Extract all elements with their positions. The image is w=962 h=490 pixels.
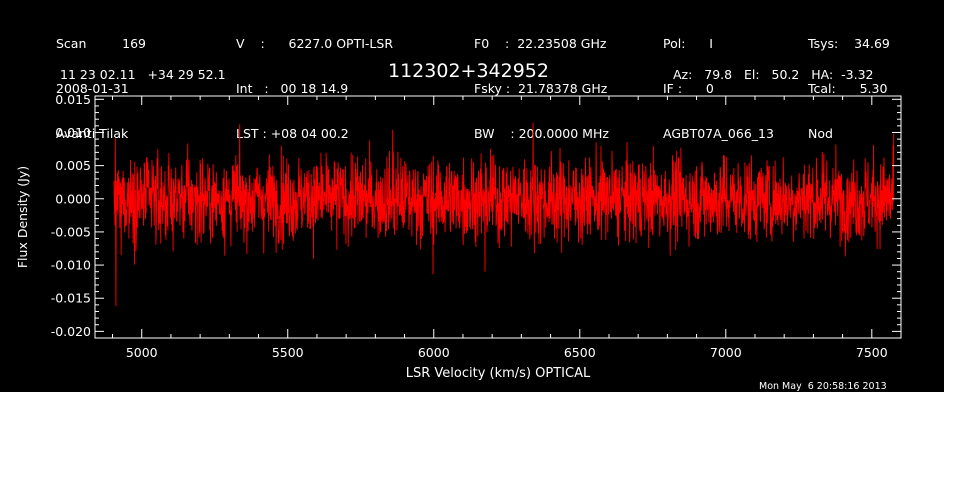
y-axis-label: Flux Density (Jy) — [15, 166, 30, 268]
y-tick-label: -0.015 — [51, 291, 91, 306]
spectrum-trace — [113, 122, 895, 307]
scan-label: Scan 169 — [56, 36, 147, 51]
observer-label: Avanti Tilak — [56, 126, 129, 141]
plot-panel: Scan 169 2008-01-31 Avanti Tilak V : 622… — [0, 0, 944, 392]
y-tick-label: 0.005 — [55, 158, 91, 173]
axes-frame — [94, 95, 902, 339]
axes: 5000 5500 6000 6500 7000 7500 -0.020 -0.015 -0.0… — [51, 92, 902, 360]
header-col-velocity: V : 6227.0 OPTI-LSR Int : 00 18 14.9 LST… — [236, 6, 393, 171]
header-col-scan: Scan 169 2008-01-31 Avanti Tilak — [56, 6, 146, 171]
x-tick-label: 7500 — [856, 345, 888, 360]
y-tick-label: -0.020 — [51, 324, 91, 339]
sky-frequency-label: Fsky : 21.78378 GHz — [474, 81, 608, 96]
x-tick-label: 6500 — [564, 345, 596, 360]
header-col-polarization: Pol: I IF : 0 AGBT07A_066_13 — [663, 6, 774, 171]
source-name-title: 112302+342952 — [388, 60, 549, 82]
date-label: 2008-01-31 — [56, 81, 129, 96]
y-tick-label: 0.015 — [55, 92, 91, 107]
polarization-label: Pol: I — [663, 36, 713, 51]
velocity-label: V : 6227.0 OPTI-LSR — [236, 36, 394, 51]
y-tick-label: -0.005 — [51, 224, 91, 239]
pointing-info: Az: 79.8 El: 50.2 HA: -3.32 — [673, 67, 874, 82]
plot-timestamp: Mon May 6 20:58:16 2013 — [759, 381, 887, 392]
tcal-label: Tcal: 5.30 — [808, 81, 888, 96]
x-tick-label: 5000 — [126, 345, 158, 360]
x-tick-label: 5500 — [272, 345, 304, 360]
x-axis-label: LSR Velocity (km/s) OPTICAL — [406, 366, 591, 381]
spectrum-chart: 5000 5500 6000 6500 7000 7500 -0.020 -0.015 -0.0… — [15, 92, 902, 381]
header-col-system: Tsys: 34.69 Tcal: 5.30 Nod — [808, 6, 890, 171]
x-tick-label: 6000 — [418, 345, 450, 360]
integration-label: Int : 00 18 14.9 — [236, 81, 349, 96]
rest-frequency-label: F0 : 22.23508 GHz — [474, 36, 607, 51]
x-tick-label: 7000 — [710, 345, 742, 360]
if-label: IF : 0 — [663, 81, 714, 96]
y-tick-label: 0.000 — [55, 191, 91, 206]
project-label: AGBT07A_066_13 — [663, 126, 774, 141]
y-tick-label: 0.010 — [55, 125, 91, 140]
source-coordinates: 11 23 02.11 +34 29 52.1 — [60, 67, 226, 82]
lst-label: LST : +08 04 00.2 — [236, 126, 349, 141]
header-col-frequency: F0 : 22.23508 GHz Fsky : 21.78378 GHz BW… — [474, 6, 609, 171]
spectrum-line — [113, 122, 895, 307]
tsys-label: Tsys: 34.69 — [808, 36, 890, 51]
procedure-label: Nod — [808, 126, 833, 141]
y-tick-label: -0.010 — [51, 258, 91, 273]
